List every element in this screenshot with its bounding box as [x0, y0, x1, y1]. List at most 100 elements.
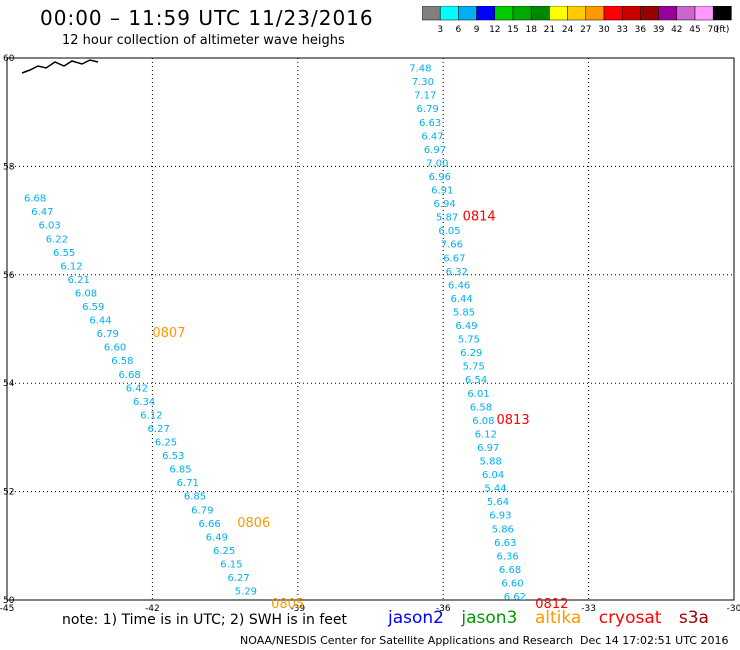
colorbar-label: 6: [456, 25, 462, 35]
swh-label: 7.00: [426, 158, 448, 169]
colorbar-unit: (ft): [716, 25, 730, 35]
swh-label: 6.15: [220, 559, 242, 570]
satellite-legend: jason2 jason3 altika cryosat s3a: [388, 608, 721, 628]
pass-time-label: 0807: [152, 326, 185, 341]
swh-label: 6.25: [155, 438, 177, 449]
y-tick-label: 56: [3, 271, 15, 281]
swh-label: 6.32: [446, 267, 468, 278]
swh-label: 5.88: [480, 457, 502, 468]
swh-label: 6.58: [111, 356, 133, 367]
pass-time-label: 0812: [535, 597, 568, 612]
swh-label: 6.71: [177, 478, 199, 489]
swh-label: 6.29: [460, 348, 482, 359]
y-tick-label: 52: [3, 488, 14, 498]
colorbar-label: 3: [437, 25, 443, 35]
swh-label: 6.05: [438, 226, 460, 237]
swh-label: 6.85: [169, 465, 191, 476]
swh-label: 6.46: [448, 280, 470, 291]
x-tick-label: -33: [581, 604, 596, 614]
swh-label: 6.27: [148, 424, 170, 435]
swh-label: 6.34: [133, 397, 155, 408]
swh-label: 6.53: [162, 451, 184, 462]
swh-label: 6.79: [417, 104, 439, 115]
colorbar-label: 27: [580, 25, 591, 35]
swh-label: 5.44: [484, 484, 506, 495]
swh-label: 6.60: [501, 578, 523, 589]
swh-label: 6.94: [434, 199, 456, 210]
colorbar-label: 15: [507, 25, 518, 35]
colorbar-swatch: [712, 6, 732, 21]
pass-time-label: 0805: [271, 597, 304, 612]
legend-altika: altika: [534, 608, 582, 628]
swh-label: 6.62: [504, 592, 526, 603]
swh-label: 5.29: [235, 587, 257, 598]
swh-label: 6.22: [46, 234, 68, 245]
legend-jason2: jason2: [388, 608, 444, 628]
colorbar-label: 21: [544, 25, 555, 35]
pass-time-label: 0814: [463, 210, 496, 225]
swh-label: 6.79: [97, 329, 119, 340]
colorbar-label: 18: [525, 25, 537, 35]
swh-label: 6.42: [126, 383, 148, 394]
legend-s3a: s3a: [678, 608, 709, 628]
swh-label: 6.55: [53, 248, 75, 259]
x-tick-label: -30: [727, 604, 740, 614]
swh-label: 6.04: [482, 470, 504, 481]
swh-label: 6.03: [39, 221, 61, 232]
swh-label: 5.86: [492, 524, 514, 535]
swh-label: 6.49: [206, 532, 228, 543]
swh-label: 6.21: [68, 275, 90, 286]
swh-label: 5.36: [242, 600, 264, 611]
swh-label: 7.44: [402, 23, 424, 34]
swh-label: 7.48: [409, 64, 431, 75]
swh-label: 6.47: [421, 131, 443, 142]
swh-label: 6.63: [419, 118, 441, 129]
swh-label: 6.85: [184, 492, 206, 503]
x-tick-label: -39: [290, 604, 305, 614]
swh-label: 6.97: [424, 145, 446, 156]
colorbar-label: 9: [474, 25, 480, 35]
colorbar-label: 24: [562, 25, 574, 35]
swh-label: 5.75: [458, 335, 480, 346]
swh-label: 6.08: [472, 416, 494, 427]
plot-frame: [6, 57, 735, 601]
y-tick-label: 54: [3, 379, 15, 389]
swh-label: 6.12: [475, 429, 497, 440]
colorbar-label: 36: [635, 25, 647, 35]
swh-label: 6.08: [75, 288, 97, 299]
y-tick-label: 50: [3, 596, 15, 606]
swh-label: 6.47: [31, 207, 53, 218]
color-scale-bar: 3 6 9 12 15 18 21 24 27 30 33 36 39 42 45 70(ft): [422, 6, 732, 35]
swh-label: 6.97: [477, 443, 499, 454]
swh-label: 5.64: [487, 497, 509, 508]
swh-label: 6.63: [494, 538, 516, 549]
swh-label: 6.91: [431, 186, 453, 197]
swh-label: 6.66: [198, 519, 220, 530]
swh-label: 5.85: [453, 307, 475, 318]
swh-label: 6.12: [60, 261, 82, 272]
swh-label: 6.68: [499, 565, 521, 576]
swh-label: 6.49: [455, 321, 477, 332]
generated-timestamp: Dec 14 17:02:51 UTC 2016: [580, 634, 729, 647]
units-note: note: 1) Time is in UTC; 2) SWH is in fe…: [62, 612, 348, 628]
x-tick-label: -45: [0, 604, 14, 614]
colorbar-label: 45: [689, 25, 700, 35]
pass-time-label: 0806: [237, 516, 270, 531]
swh-label: 7.66: [441, 240, 463, 251]
y-tick-label: 60: [3, 54, 15, 64]
swh-label: 6.67: [443, 253, 465, 264]
swh-label: 6.68: [24, 194, 46, 205]
x-tick-label: -42: [145, 604, 160, 614]
chart-title: 00:00 – 11:59 UTC 11/23/2016: [40, 6, 374, 30]
swh-label: 7.30: [412, 77, 434, 88]
swh-label: 6.27: [228, 573, 250, 584]
swh-label: 6.93: [489, 511, 511, 522]
swh-label: 5.75: [463, 362, 485, 373]
swh-label: 6.44: [89, 316, 111, 327]
swh-label: 5.87: [436, 213, 458, 224]
swh-label: 6.25: [213, 546, 235, 557]
swh-label: 6.58: [470, 402, 492, 413]
swh-label: 6.92: [407, 50, 429, 61]
colorbar-label: 33: [616, 25, 627, 35]
y-tick-label: 58: [3, 162, 15, 172]
